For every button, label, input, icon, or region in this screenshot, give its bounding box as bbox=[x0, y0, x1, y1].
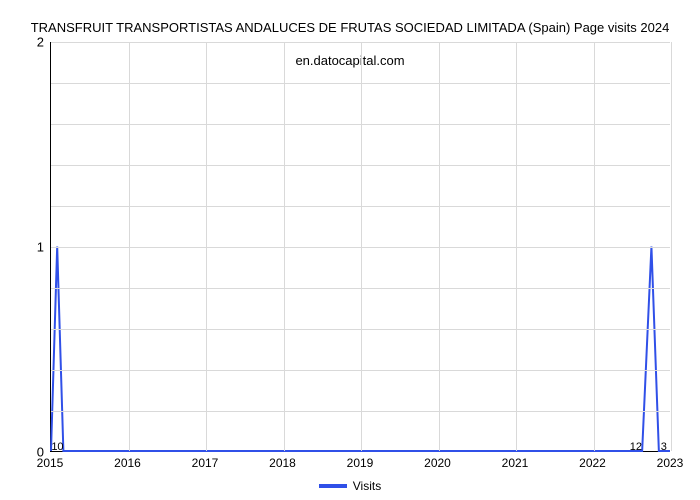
y-tick-label: 2 bbox=[4, 35, 44, 50]
x-tick-label: 2020 bbox=[424, 456, 451, 470]
v-grid bbox=[284, 42, 285, 451]
v-grid bbox=[129, 42, 130, 451]
plot-area bbox=[50, 42, 670, 452]
x-tick-label: 2021 bbox=[502, 456, 529, 470]
chart-title-line1: TRANSFRUIT TRANSPORTISTAS ANDALUCES DE F… bbox=[31, 20, 670, 35]
v-grid bbox=[206, 42, 207, 451]
x-tick-label: 2022 bbox=[579, 456, 606, 470]
x-tick-label: 2017 bbox=[192, 456, 219, 470]
x-tick-label: 2023 bbox=[657, 456, 684, 470]
x-tick-label: 2016 bbox=[114, 456, 141, 470]
v-grid bbox=[594, 42, 595, 451]
chart-container: TRANSFRUIT TRANSPORTISTAS ANDALUCES DE F… bbox=[0, 0, 700, 500]
y-tick-label: 1 bbox=[4, 240, 44, 255]
point-label: 10 bbox=[51, 441, 63, 453]
x-tick-label: 2018 bbox=[269, 456, 296, 470]
legend: Visits bbox=[0, 478, 700, 493]
point-label: 12 bbox=[630, 441, 642, 453]
legend-label: Visits bbox=[353, 479, 381, 493]
x-tick-label: 2015 bbox=[37, 456, 64, 470]
v-grid bbox=[361, 42, 362, 451]
v-grid bbox=[671, 42, 672, 451]
v-grid bbox=[439, 42, 440, 451]
point-label: 3 bbox=[661, 441, 667, 453]
legend-swatch bbox=[319, 484, 347, 488]
v-grid bbox=[516, 42, 517, 451]
x-tick-label: 2019 bbox=[347, 456, 374, 470]
